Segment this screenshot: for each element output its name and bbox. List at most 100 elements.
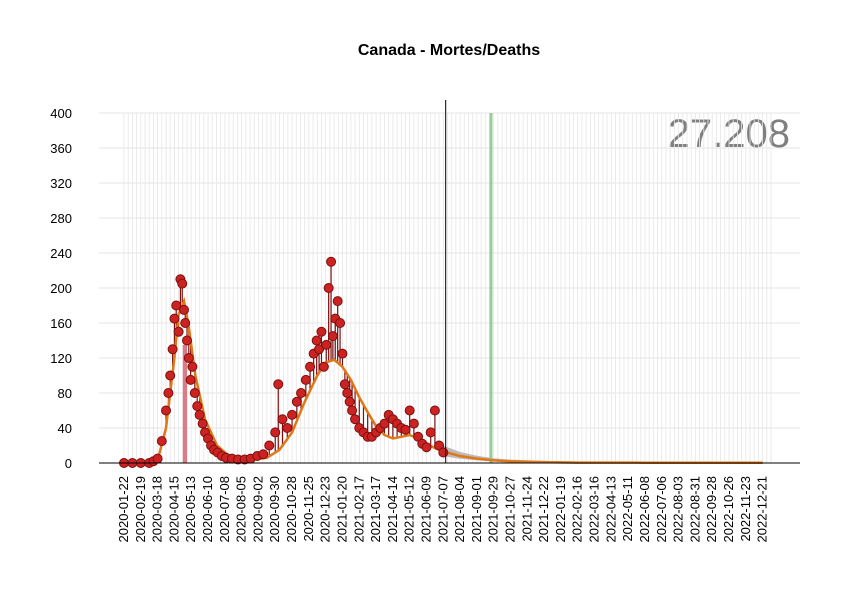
x-tick-label: 2020-09-30 [267, 476, 282, 543]
x-tick-label: 2020-08-05 [234, 476, 249, 543]
data-point [287, 409, 298, 420]
data-point [314, 344, 325, 355]
data-point [192, 401, 203, 412]
x-tick-label: 2021-01-20 [334, 476, 349, 543]
data-point [438, 447, 449, 458]
x-tick-label: 2022-12-21 [755, 476, 770, 543]
y-tick-label: 40 [58, 421, 72, 436]
data-point [180, 318, 191, 328]
x-tick-label: 2022-06-08 [637, 476, 652, 543]
data-point [311, 335, 322, 346]
x-tick-label: 2022-08-03 [671, 476, 686, 543]
x-tick-label: 2020-12-23 [318, 476, 333, 543]
data-point [404, 405, 415, 416]
data-point [296, 388, 307, 398]
y-tick-label: 360 [50, 141, 72, 156]
data-point [300, 374, 311, 385]
data-point [264, 440, 275, 451]
data-point [335, 318, 346, 328]
x-tick-label: 2020-05-13 [183, 476, 198, 543]
x-tick-label: 2021-12-22 [536, 476, 551, 543]
data-point [326, 256, 337, 267]
data-point [400, 424, 411, 435]
bands-layer [182, 113, 493, 463]
y-tick-label: 80 [58, 386, 72, 401]
x-tick-label: 2022-03-16 [587, 476, 602, 543]
y-tick-label: 0 [65, 456, 72, 471]
data-point [167, 344, 178, 355]
data-point [258, 449, 269, 460]
data-point [316, 326, 327, 337]
data-point [163, 388, 174, 398]
data-point [332, 296, 343, 307]
data-point [273, 379, 284, 390]
data-point [318, 361, 329, 372]
data-point [173, 326, 184, 337]
data-point [187, 361, 198, 372]
x-tick-label: 2021-05-12 [402, 476, 417, 543]
y-tick-label: 320 [50, 176, 72, 191]
data-point [344, 396, 355, 407]
data-point [342, 388, 353, 398]
data-point [379, 418, 390, 429]
data-point [179, 304, 190, 315]
x-tick-label: 2022-04-13 [603, 476, 618, 543]
data-point [327, 331, 338, 342]
x-tick-label: 2020-06-10 [200, 476, 215, 543]
x-tick-label: 2021-03-17 [368, 476, 383, 543]
x-tick-label: 2020-11-25 [301, 476, 316, 542]
data-point [161, 405, 172, 416]
data-point [347, 405, 358, 416]
data-point [156, 436, 167, 447]
data-point [321, 339, 332, 350]
x-tick-label: 2020-02-19 [133, 476, 148, 543]
x-tick-label: 2021-10-27 [503, 476, 518, 543]
data-point [350, 414, 361, 425]
x-tick-label: 2022-10-26 [721, 476, 736, 543]
data-point [305, 361, 316, 372]
data-point [421, 442, 432, 453]
data-point [169, 313, 180, 324]
data-point [185, 374, 196, 385]
x-tick-label: 2021-09-29 [486, 476, 501, 543]
data-point [323, 283, 334, 293]
data-point [183, 353, 194, 363]
y-tick-label: 240 [50, 246, 72, 261]
data-point [189, 388, 200, 398]
x-tick-label: 2022-02-16 [570, 476, 585, 543]
x-tick-label: 2022-08-31 [687, 476, 702, 543]
data-point [277, 414, 288, 425]
green-band [489, 113, 493, 463]
x-tick-label: 2021-04-14 [385, 476, 400, 543]
x-tick-label: 2020-10-28 [284, 476, 299, 543]
red-band [182, 344, 188, 463]
x-tick-label: 2022-07-06 [654, 476, 669, 543]
data-point [425, 427, 436, 438]
x-tick-label: 2022-01-19 [553, 476, 568, 543]
x-tick-label: 2022-09-28 [704, 476, 719, 543]
data-point [165, 370, 176, 381]
data-point [171, 300, 182, 311]
x-tick-label: 2021-09-01 [469, 476, 484, 543]
x-tick-label: 2020-04-15 [166, 476, 181, 543]
y-tick-label: 200 [50, 281, 72, 296]
data-point [337, 348, 348, 359]
x-tick-label: 2021-11-24 [519, 476, 534, 542]
data-point [339, 379, 350, 390]
data-point [182, 335, 193, 346]
x-tick-label: 2020-09-02 [250, 476, 265, 543]
x-tick-label: 2021-06-09 [418, 476, 433, 543]
x-tick-label: 2022-05-11 [620, 476, 635, 542]
x-tick-label: 2021-02-17 [351, 476, 366, 543]
data-point [408, 418, 419, 429]
data-point [152, 453, 163, 464]
data-layer [119, 256, 763, 468]
x-tick-label: 2020-07-08 [217, 476, 232, 543]
data-point [282, 423, 293, 433]
data-point [194, 409, 205, 420]
data-point [270, 427, 281, 438]
x-tick-label: 2020-01-22 [116, 476, 131, 543]
y-tick-label: 280 [50, 211, 72, 226]
